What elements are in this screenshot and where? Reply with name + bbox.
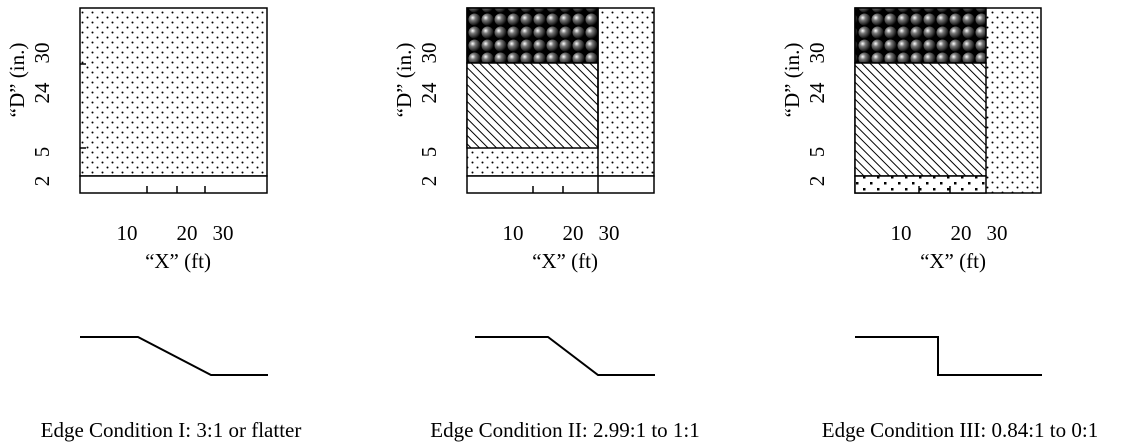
y-tick-label-5: 5 bbox=[805, 147, 829, 158]
edge-profile-line bbox=[80, 336, 268, 376]
material-coarse-region bbox=[854, 175, 987, 194]
material-dots-region bbox=[79, 7, 268, 177]
y-tick-label-5: 5 bbox=[417, 147, 441, 158]
panel-edge-condition-1: 2 5 24 30 “D” (in.) 10 20 30 “X” (ft) Ed… bbox=[5, 7, 302, 442]
x-tick-label-10: 10 bbox=[117, 221, 138, 245]
x-axis-title: “X” (ft) bbox=[145, 249, 211, 273]
material-spheres-region bbox=[854, 7, 987, 64]
x-tick-label-20: 20 bbox=[951, 221, 972, 245]
y-tick-label-30: 30 bbox=[30, 43, 54, 64]
y-tick-label-30: 30 bbox=[805, 43, 829, 64]
x-tick-label-10: 10 bbox=[503, 221, 524, 245]
x-tick-label-30: 30 bbox=[987, 221, 1008, 245]
edge-profile-line bbox=[855, 336, 1042, 376]
base-strip bbox=[466, 175, 655, 194]
y-tick-label-2: 2 bbox=[805, 176, 829, 187]
x-tick-label-30: 30 bbox=[213, 221, 234, 245]
x-axis-title: “X” (ft) bbox=[920, 249, 986, 273]
y-axis-title: “D” (in.) bbox=[5, 43, 29, 118]
x-tick-label-20: 20 bbox=[563, 221, 584, 245]
x-axis-title: “X” (ft) bbox=[532, 249, 598, 273]
y-axis-title: “D” (in.) bbox=[392, 43, 416, 118]
base-strip bbox=[79, 175, 268, 194]
panel-edge-condition-3: 2 5 24 30 “D” (in.) 10 20 30 “X” (ft) Ed… bbox=[780, 7, 1098, 442]
panel-edge-condition-2: 2 5 24 30 “D” (in.) 10 20 30 “X” (ft) Ed… bbox=[392, 7, 700, 442]
caption: Edge Condition II: 2.99:1 to 1:1 bbox=[430, 418, 699, 442]
x-tick-label-10: 10 bbox=[891, 221, 912, 245]
material-hatch-region bbox=[854, 62, 987, 177]
x-tick-label-30: 30 bbox=[599, 221, 620, 245]
x-tick-label-20: 20 bbox=[177, 221, 198, 245]
y-tick-label-2: 2 bbox=[30, 176, 54, 187]
material-hatch-region bbox=[466, 62, 599, 149]
y-tick-label-2: 2 bbox=[417, 176, 441, 187]
y-tick-label-30: 30 bbox=[417, 43, 441, 64]
y-tick-label-24: 24 bbox=[30, 82, 54, 104]
y-tick-label-24: 24 bbox=[417, 82, 441, 104]
material-spheres-region bbox=[466, 7, 599, 64]
edge-profile-line bbox=[475, 336, 655, 376]
y-tick-label-24: 24 bbox=[805, 82, 829, 104]
y-axis-title: “D” (in.) bbox=[780, 43, 804, 118]
y-tick-label-5: 5 bbox=[30, 147, 54, 158]
caption: Edge Condition III: 0.84:1 to 0:1 bbox=[822, 418, 1098, 442]
caption: Edge Condition I: 3:1 or flatter bbox=[41, 418, 302, 442]
